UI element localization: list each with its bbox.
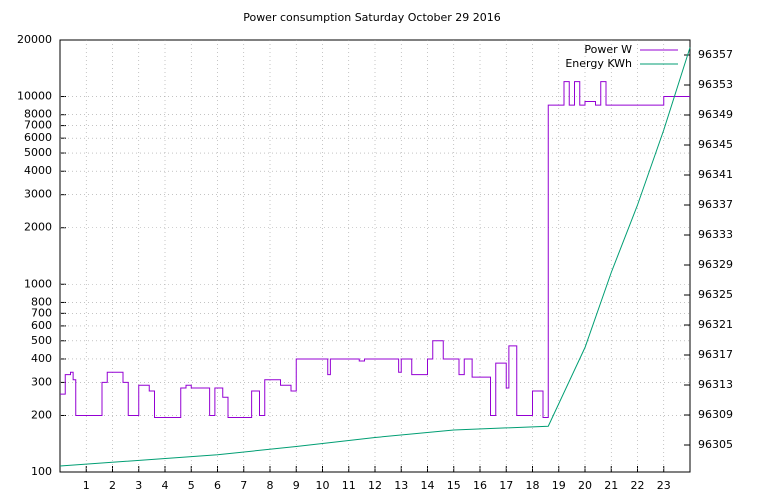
x-tick-label: 7 xyxy=(240,479,247,492)
chart-title: Power consumption Saturday October 29 20… xyxy=(243,11,501,24)
y2-tick-label: 96321 xyxy=(698,318,733,331)
y-tick-label: 5000 xyxy=(24,146,52,159)
y2-tick-label: 96305 xyxy=(698,438,733,451)
y2-tick-label: 96329 xyxy=(698,258,733,271)
y-tick-label: 2000 xyxy=(24,221,52,234)
x-tick-label: 23 xyxy=(657,479,671,492)
y2-tick-label: 96353 xyxy=(698,78,733,91)
x-tick-label: 5 xyxy=(188,479,195,492)
series-line xyxy=(59,47,691,467)
y2-tick-label: 96313 xyxy=(698,378,733,391)
y2-tick-label: 96309 xyxy=(698,408,733,421)
legend-label: Energy KWh xyxy=(565,57,632,70)
series-line xyxy=(60,81,690,419)
x-tick-label: 20 xyxy=(578,479,592,492)
y-tick-label: 8000 xyxy=(24,108,52,121)
x-tick-label: 9 xyxy=(293,479,300,492)
x-tick-label: 16 xyxy=(473,479,487,492)
y2-tick-label: 96317 xyxy=(698,348,733,361)
x-tick-label: 13 xyxy=(394,479,408,492)
x-tick-label: 8 xyxy=(267,479,274,492)
y2-tick-label: 96357 xyxy=(698,48,733,61)
y2-tick-label: 96345 xyxy=(698,138,733,151)
y-tick-label: 100 xyxy=(31,465,52,478)
y-tick-label: 200 xyxy=(31,408,52,421)
y-tick-label: 700 xyxy=(31,306,52,319)
x-tick-label: 10 xyxy=(316,479,330,492)
x-tick-label: 12 xyxy=(368,479,382,492)
y-tick-label: 6000 xyxy=(24,131,52,144)
x-tick-label: 22 xyxy=(631,479,645,492)
y2-tick-label: 96341 xyxy=(698,168,733,181)
y-tick-label: 500 xyxy=(31,334,52,347)
y-tick-label: 800 xyxy=(31,295,52,308)
x-tick-label: 11 xyxy=(342,479,356,492)
x-tick-label: 18 xyxy=(526,479,540,492)
y2-tick-label: 96325 xyxy=(698,288,733,301)
y-tick-label: 300 xyxy=(31,375,52,388)
x-tick-label: 14 xyxy=(421,479,435,492)
x-tick-label: 19 xyxy=(552,479,566,492)
x-tick-label: 15 xyxy=(447,479,461,492)
y-tick-label: 1000 xyxy=(24,277,52,290)
x-tick-label: 17 xyxy=(499,479,513,492)
x-tick-label: 4 xyxy=(162,479,169,492)
y2-tick-label: 96349 xyxy=(698,108,733,121)
y2-tick-label: 96333 xyxy=(698,228,733,241)
x-tick-label: 6 xyxy=(214,479,221,492)
y-tick-label: 400 xyxy=(31,352,52,365)
y-tick-label: 10000 xyxy=(17,90,52,103)
legend-label: Power W xyxy=(584,43,632,56)
y-tick-label: 3000 xyxy=(24,188,52,201)
y2-tick-label: 96337 xyxy=(698,198,733,211)
y-tick-label: 7000 xyxy=(24,119,52,132)
y-tick-label: 600 xyxy=(31,319,52,332)
y-tick-label: 4000 xyxy=(24,164,52,177)
x-tick-label: 2 xyxy=(109,479,116,492)
x-tick-label: 1 xyxy=(83,479,90,492)
x-tick-label: 3 xyxy=(135,479,142,492)
y-tick-label: 20000 xyxy=(17,33,52,46)
x-tick-label: 21 xyxy=(604,479,618,492)
